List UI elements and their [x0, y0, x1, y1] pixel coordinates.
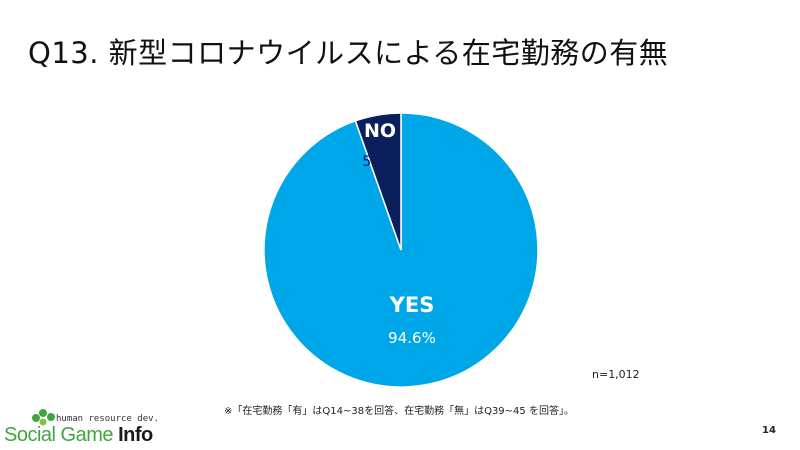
slice-label-yes: YES [389, 293, 435, 317]
slice-value-no: 5.4% [362, 154, 398, 170]
slice-label-no: NO [364, 120, 396, 142]
logo-dots-icon [32, 409, 55, 426]
slice-value-yes: 94.6% [388, 329, 436, 347]
logo-wordmark: Social Game Info [4, 424, 153, 447]
logo-name-main: Social Game [4, 424, 119, 446]
sample-size: n=1,012 [592, 368, 640, 381]
page-title: Q13. 新型コロナウイルスによる在宅勤務の有無 [28, 36, 669, 70]
logo-name-info: Info [118, 424, 153, 446]
page-number: 14 [762, 425, 776, 436]
footnote: ※「在宅勤務「有」はQ14~38を回答、在宅勤務「無」はQ39~45 を回答」。 [224, 406, 574, 417]
site-logo: human resource dev. Social Game Info [4, 408, 204, 448]
logo-tagline: human resource dev. [56, 414, 159, 424]
pie-slice-no [354, 112, 402, 251]
